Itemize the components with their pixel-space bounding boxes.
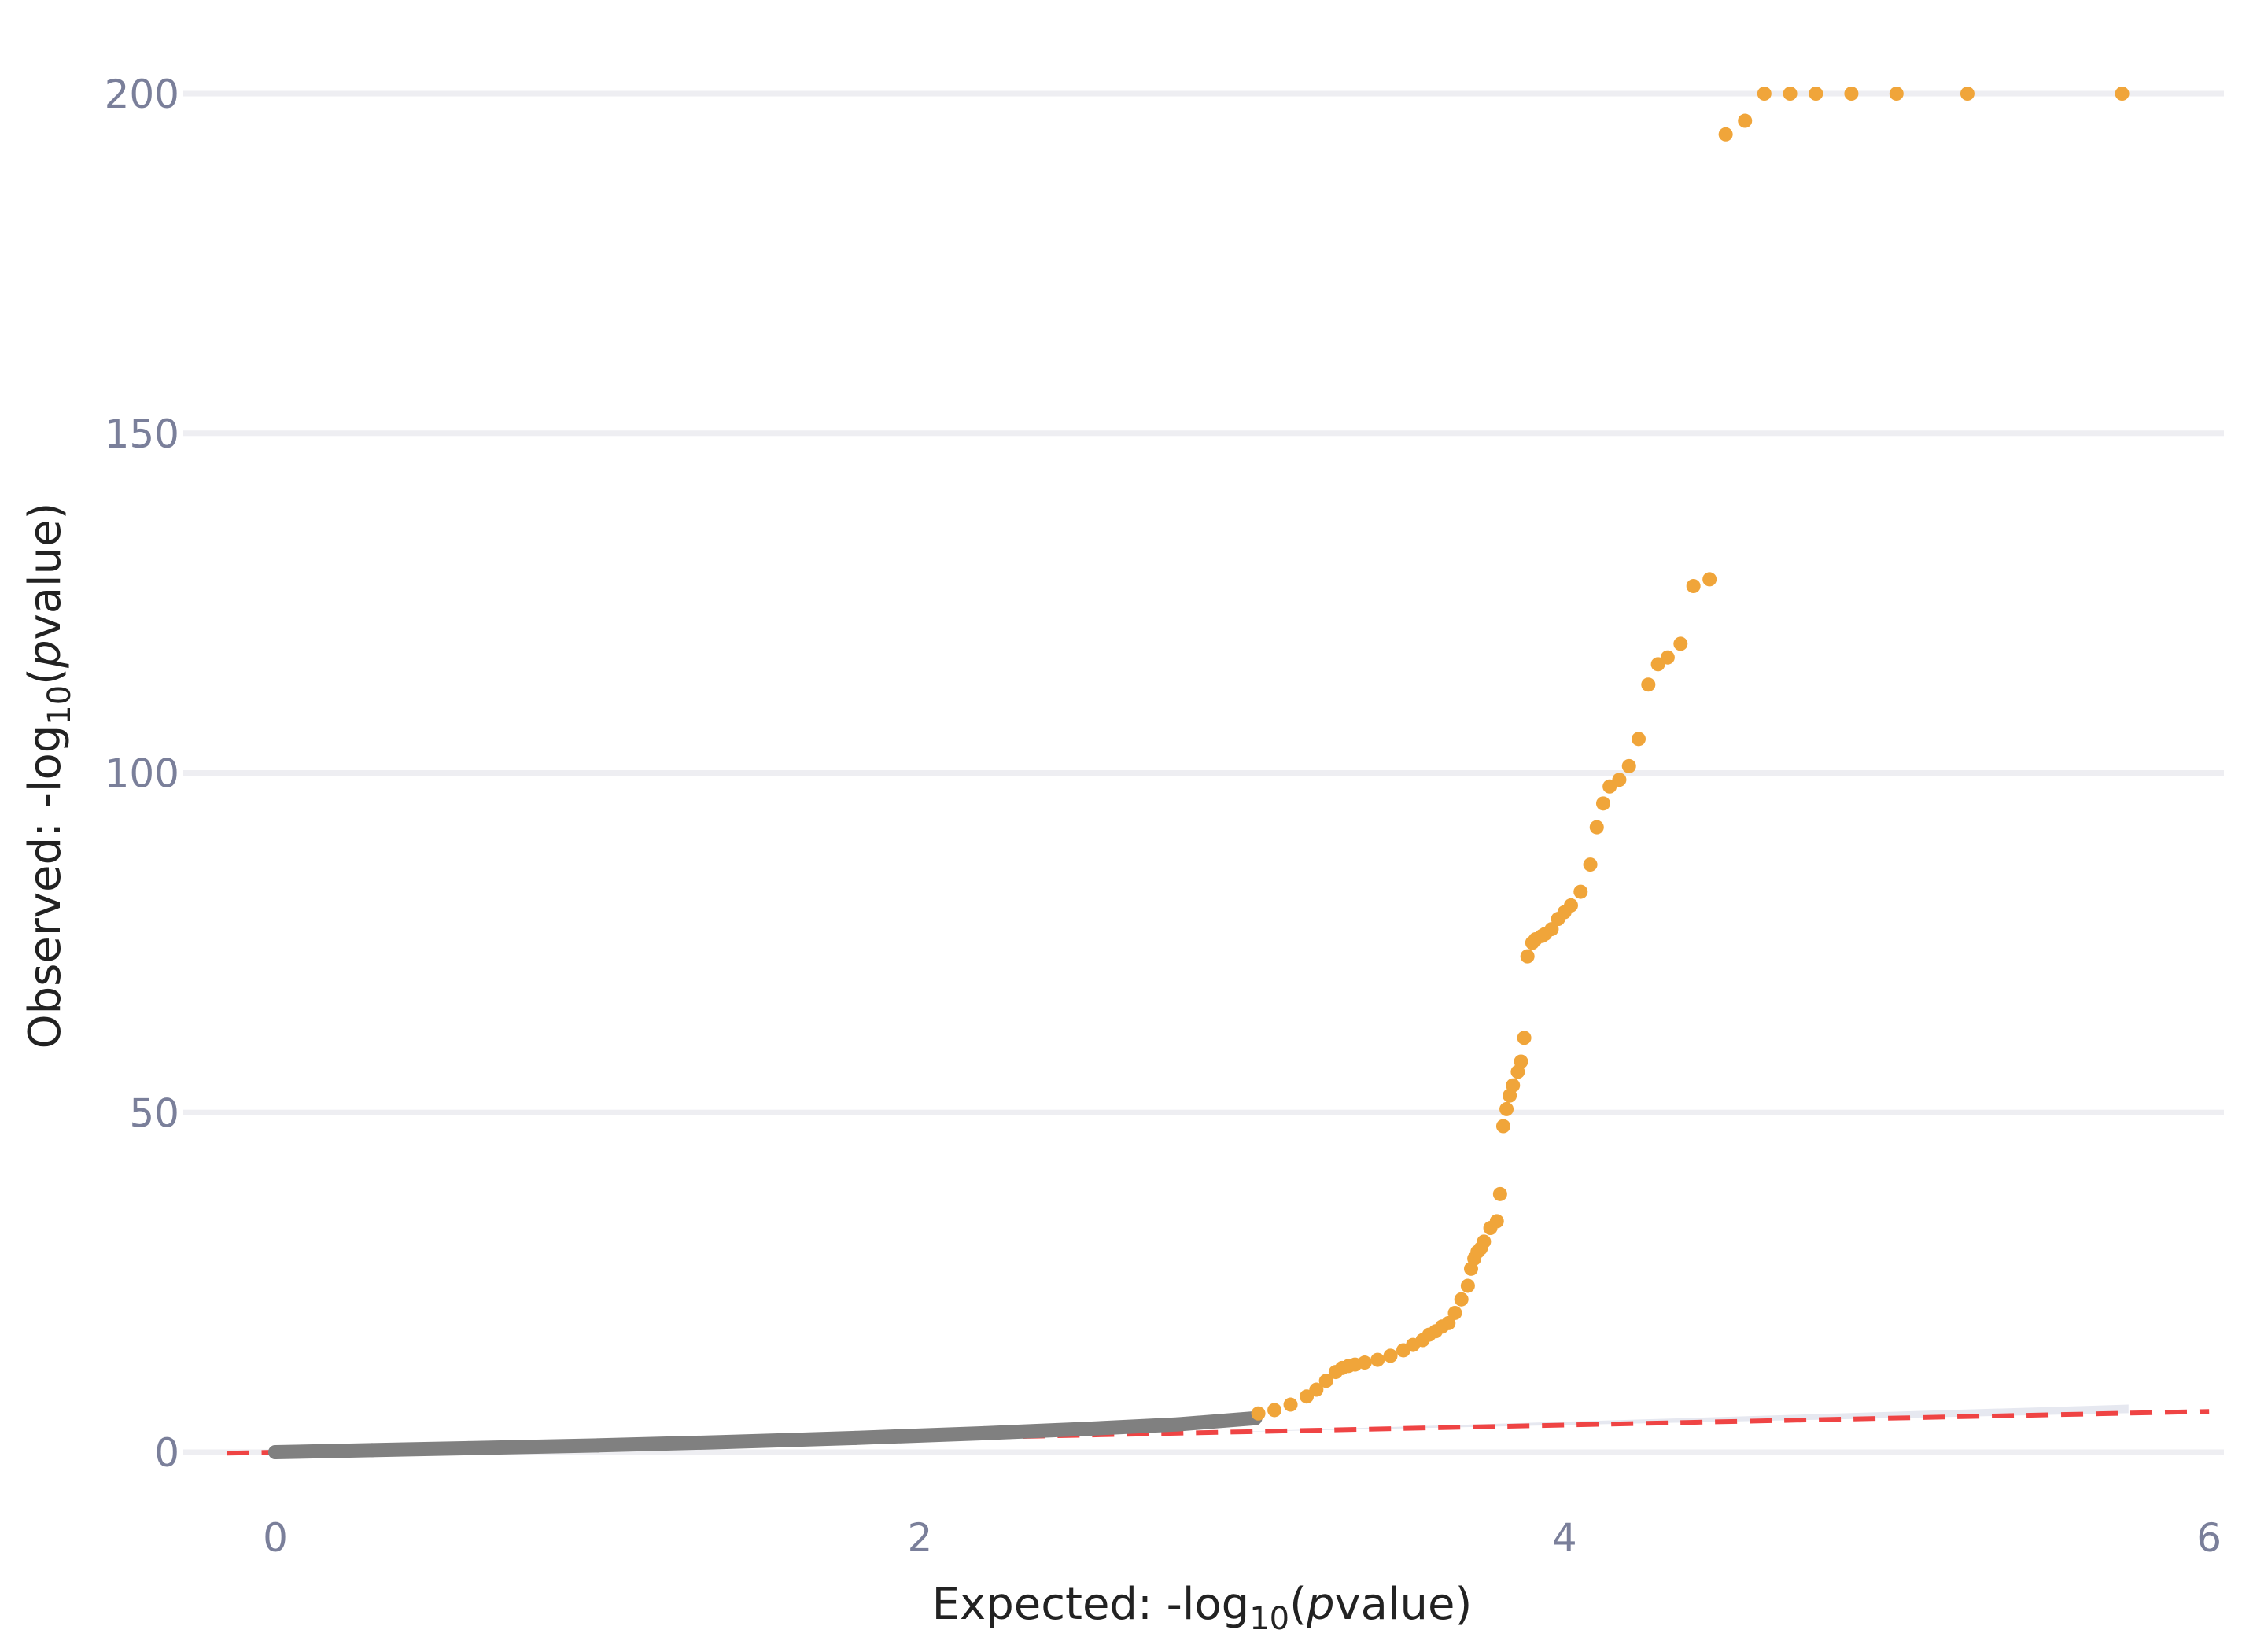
y-axis-title-open: (	[20, 668, 71, 685]
point-significant	[1489, 1214, 1504, 1229]
x-tick-label-4: 4	[1552, 1515, 1577, 1561]
x-axis-title-prefix: Expected: -log	[932, 1579, 1250, 1630]
point-significant	[1889, 87, 1904, 101]
x-axis-title: Expected: -log10(pvalue)	[932, 1579, 1473, 1637]
point-significant	[1844, 87, 1859, 101]
x-axis-title-subscript: 10	[1249, 1601, 1289, 1637]
point-significant	[1370, 1352, 1385, 1367]
y-tick-label-0: 0	[154, 1430, 179, 1476]
x-tick-label-2: 2	[907, 1515, 932, 1561]
point-significant	[1309, 1382, 1324, 1397]
point-non-significant	[364, 1443, 379, 1458]
confidence-band-area	[1242, 1404, 2129, 1433]
y-tick-label-50: 50	[129, 1090, 179, 1136]
confidence-band	[1242, 1404, 2129, 1433]
y-tick-label-150: 150	[105, 411, 179, 457]
point-significant	[1283, 1397, 1298, 1412]
point-significant	[1718, 127, 1733, 142]
point-significant	[1738, 113, 1753, 128]
point-significant	[1960, 87, 1975, 101]
point-significant	[1447, 1305, 1462, 1320]
point-significant	[1686, 579, 1701, 594]
x-tick-label-6: 6	[2196, 1515, 2222, 1561]
data-points	[268, 87, 2130, 1459]
point-significant	[1583, 857, 1598, 872]
x-axis-title-rest: value)	[1335, 1579, 1473, 1630]
point-significant	[1318, 1374, 1333, 1388]
point-significant	[1573, 884, 1588, 899]
point-significant	[1783, 87, 1798, 101]
x-tick-label-0: 0	[263, 1515, 288, 1561]
x-axis-title-open: (	[1289, 1579, 1307, 1630]
point-significant	[1612, 773, 1627, 787]
point-significant	[1641, 677, 1656, 692]
point-non-significant	[848, 1430, 863, 1445]
point-non-significant	[719, 1435, 734, 1450]
point-significant	[1544, 922, 1559, 937]
point-significant	[1757, 87, 1772, 101]
y-axis-title: Observed: -log10(pvalue)	[20, 503, 78, 1049]
point-non-significant	[1171, 1417, 1186, 1432]
point-significant	[1251, 1406, 1266, 1421]
point-non-significant	[268, 1445, 282, 1459]
point-non-significant	[977, 1425, 992, 1440]
point-significant	[1495, 1119, 1510, 1134]
y-axis-title-prefix: Observed: -log	[20, 725, 71, 1049]
gridlines	[183, 90, 2224, 1455]
point-significant	[1460, 1278, 1475, 1293]
point-significant	[1702, 572, 1717, 587]
point-significant	[1441, 1315, 1456, 1330]
point-non-significant	[590, 1438, 605, 1453]
point-significant	[1589, 820, 1604, 835]
point-significant	[1357, 1355, 1372, 1370]
y-axis-title-subscript: 10	[42, 685, 78, 725]
point-significant	[1595, 796, 1610, 811]
point-significant	[1477, 1234, 1492, 1249]
x-axis-title-italic: p	[1306, 1579, 1335, 1630]
y-axis-title-rest: value)	[20, 503, 71, 640]
point-significant	[1383, 1348, 1398, 1363]
point-significant	[1499, 1101, 1514, 1116]
point-significant	[2115, 87, 2130, 101]
point-significant	[1809, 87, 1823, 101]
point-significant	[1514, 1054, 1528, 1069]
y-tick-label-200: 200	[105, 72, 179, 117]
point-significant	[1492, 1186, 1507, 1201]
point-significant	[1506, 1078, 1521, 1093]
point-significant	[1632, 732, 1646, 747]
point-non-significant	[461, 1440, 476, 1455]
point-significant	[1520, 949, 1535, 964]
y-axis-ticks: 0 50 100 150 200	[105, 72, 179, 1476]
y-axis-title-italic: p	[20, 640, 71, 669]
point-significant	[1267, 1403, 1282, 1418]
point-significant	[1621, 758, 1636, 773]
y-tick-label-100: 100	[105, 751, 179, 797]
point-significant	[1660, 650, 1675, 665]
point-significant	[1517, 1031, 1532, 1045]
x-axis-ticks: 0 2 4 6	[263, 1515, 2222, 1561]
point-non-significant	[1074, 1422, 1089, 1436]
point-significant	[1673, 636, 1688, 651]
point-significant	[1454, 1292, 1469, 1307]
non-significant-points-band	[268, 1410, 1263, 1459]
point-significant	[1563, 898, 1578, 913]
